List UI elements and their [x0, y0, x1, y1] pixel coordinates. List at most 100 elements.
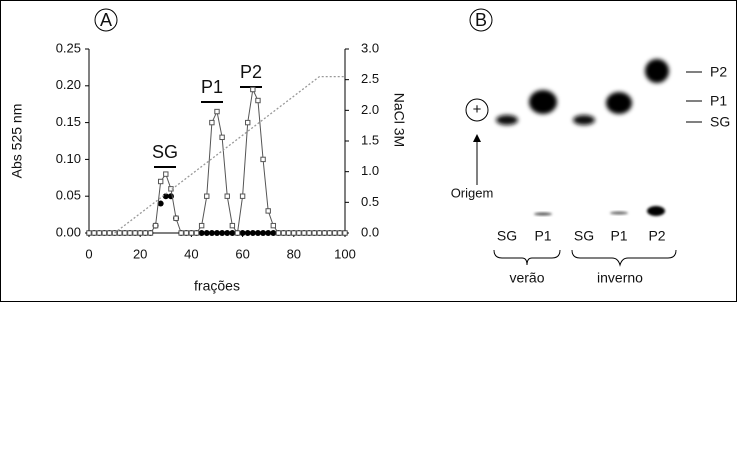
point: [91, 230, 97, 236]
point: [188, 230, 195, 236]
band: [496, 115, 518, 125]
y-tick-label: 0.00: [56, 224, 81, 239]
plus: +: [473, 101, 482, 118]
point: [337, 230, 343, 236]
point: [260, 156, 266, 163]
point: [285, 230, 292, 236]
y-tick-label: 0.15: [56, 114, 81, 129]
x-tick-label: 20: [133, 246, 147, 261]
point: [265, 208, 271, 214]
origin-label: Origem: [451, 185, 494, 200]
point: [239, 230, 246, 236]
gradient-line: [114, 75, 345, 234]
lane-label: P2: [648, 228, 665, 244]
point: [193, 230, 200, 236]
origin-spot: [647, 206, 665, 216]
x-tick-label: 100: [334, 246, 356, 261]
y-tick-label: 0.20: [56, 77, 81, 92]
point: [326, 230, 333, 236]
point: [311, 230, 317, 236]
point: [208, 230, 215, 236]
y-tick-label: 0.25: [56, 40, 81, 55]
point: [234, 230, 241, 236]
point: [137, 230, 143, 236]
band: [573, 115, 595, 125]
origin-spot: [610, 211, 628, 215]
origin-spot: [534, 212, 552, 216]
point: [127, 230, 133, 236]
y2-tick-label: 0.5: [361, 194, 379, 209]
point: [203, 230, 210, 236]
point: [239, 193, 246, 199]
peak-label: SG: [152, 142, 178, 162]
point: [178, 230, 184, 236]
lane-label: SG: [497, 228, 517, 244]
point: [250, 86, 256, 93]
point: [209, 119, 215, 126]
point: [275, 230, 282, 236]
point: [321, 230, 328, 236]
y2-tick-label: 2.5: [361, 71, 379, 86]
x-tick-label: 40: [184, 246, 198, 261]
lane-label: SG: [574, 228, 594, 244]
lane-label: P1: [534, 228, 551, 244]
peak-label: P2: [240, 62, 262, 82]
panel-label: B: [475, 10, 487, 30]
frame: [0, 0, 737, 302]
point: [152, 222, 159, 229]
group-label: inverno: [597, 270, 643, 286]
point: [255, 97, 261, 104]
point: [224, 230, 231, 236]
panel-circle: [469, 8, 493, 32]
point: [96, 230, 102, 236]
brace: [571, 249, 677, 267]
point: [280, 230, 287, 236]
point: [306, 230, 312, 236]
point: [219, 134, 225, 141]
point: [122, 230, 128, 236]
point: [270, 230, 277, 236]
point: [229, 222, 236, 229]
peak-label: P1: [201, 77, 223, 97]
gel: B P2 P1 SG + Origem SG P1 SG P1 P2 verão inverno: [451, 8, 730, 286]
band-label: P1: [710, 93, 727, 109]
y-axis-label: Abs 525 nm: [9, 104, 25, 179]
x-tick-label: 0: [85, 246, 92, 261]
y2-tick-label: 3.0: [361, 40, 379, 55]
band: [606, 92, 632, 114]
point: [214, 230, 220, 236]
point: [157, 178, 164, 185]
point: [157, 200, 164, 207]
point: [219, 230, 226, 236]
panel-label: A: [100, 10, 112, 30]
point: [270, 222, 277, 229]
point: [162, 193, 169, 200]
point: [342, 230, 348, 236]
brace: [493, 249, 561, 266]
y-tick-label: 0.10: [56, 151, 81, 166]
lane-label: P1: [610, 228, 627, 244]
y-tick-label: 0.05: [56, 188, 81, 203]
point: [229, 230, 236, 236]
point: [260, 230, 267, 236]
point: [265, 230, 272, 236]
point: [101, 230, 108, 236]
point: [254, 230, 261, 236]
point: [198, 222, 205, 229]
point: [332, 230, 338, 236]
point: [291, 230, 297, 236]
point: [244, 230, 251, 236]
point: [198, 230, 205, 236]
group-label: verão: [509, 270, 544, 286]
point: [86, 230, 92, 236]
x-tick-label: 60: [235, 246, 249, 261]
point: [214, 108, 220, 115]
point: [249, 230, 256, 236]
y2-tick-label: 0.0: [361, 224, 379, 239]
y2-axis-label: NaCl 3M: [391, 93, 407, 147]
y2-tick-label: 1.0: [361, 163, 379, 178]
x-tick-label: 80: [287, 246, 301, 261]
point: [245, 119, 251, 126]
point: [106, 230, 113, 236]
